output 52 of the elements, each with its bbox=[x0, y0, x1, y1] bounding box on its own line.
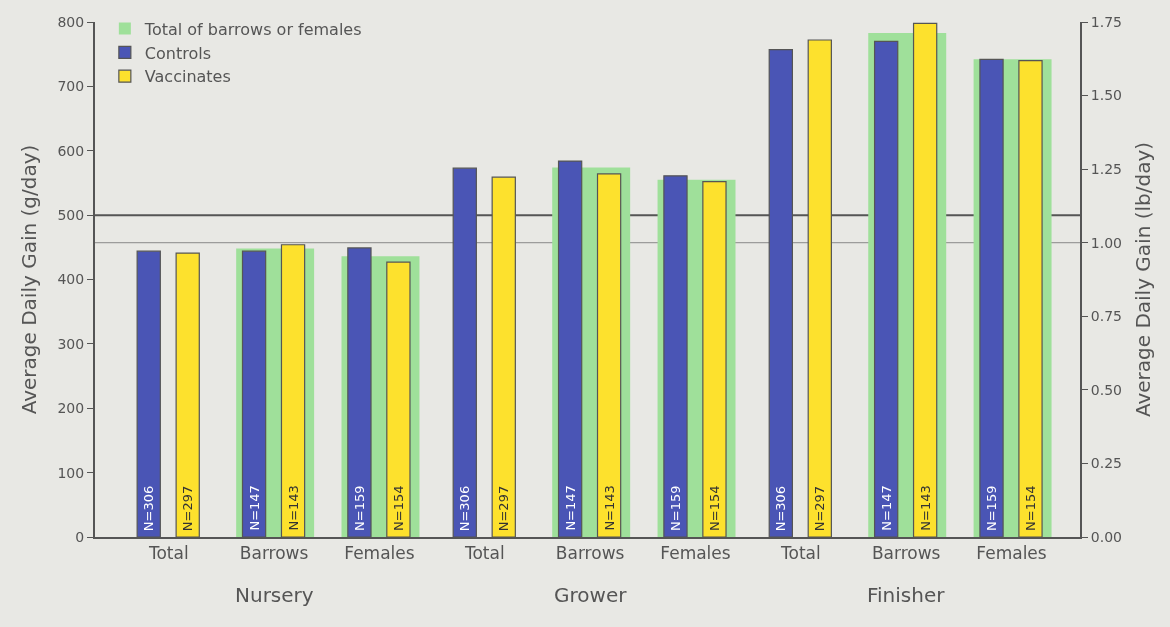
legend-label: Total of barrows or females bbox=[143, 19, 362, 39]
y2-tick-label: 0.25 bbox=[1090, 455, 1122, 472]
y-tick-label: 700 bbox=[57, 78, 85, 95]
x-tick-label: Total bbox=[147, 543, 189, 564]
annotation: N=159 bbox=[984, 485, 1000, 532]
y-tick-label: 800 bbox=[57, 13, 85, 30]
y2-tick-label: 1.00 bbox=[1090, 234, 1122, 251]
y-tick-label: 600 bbox=[57, 142, 85, 159]
annotation: N=297 bbox=[812, 485, 828, 532]
x-tick-label: Barrows bbox=[555, 543, 625, 564]
y2-tick-label: 1.25 bbox=[1090, 161, 1122, 178]
x-tick-label: Females bbox=[660, 543, 731, 564]
y-axis-title: Average Daily Gain (g/day) bbox=[17, 144, 42, 415]
text: Grower bbox=[554, 583, 628, 607]
legend-label: Controls bbox=[144, 43, 212, 63]
legend-label: Vaccinates bbox=[144, 67, 231, 87]
y2-tick-label: 1.50 bbox=[1090, 87, 1122, 104]
y-tick-label: 100 bbox=[57, 464, 85, 481]
annotation: N=154 bbox=[390, 485, 406, 531]
annotation: N=159 bbox=[351, 485, 367, 531]
annotation: N=154 bbox=[706, 485, 722, 531]
y-tick-label: 400 bbox=[57, 271, 85, 288]
x-tick-label: Total bbox=[779, 543, 821, 564]
y2-axis-title: Average Daily Gain (lb/day) bbox=[1130, 141, 1155, 418]
annotation: N=143 bbox=[285, 485, 301, 531]
y-tick-label: 0 bbox=[75, 528, 85, 545]
x-tick-label: Females bbox=[344, 543, 415, 564]
x-tick-label: Barrows bbox=[239, 543, 309, 564]
text: Finisher bbox=[867, 583, 946, 607]
annotation: N=147 bbox=[246, 485, 262, 531]
text: Nursery bbox=[235, 583, 314, 607]
y2-tick-label: 1.75 bbox=[1090, 13, 1122, 30]
annotation: N=147 bbox=[562, 485, 578, 531]
x-tick-label: Females bbox=[976, 543, 1047, 564]
y2-tick-label: 0.00 bbox=[1090, 528, 1122, 545]
x-tick-label: Total bbox=[463, 543, 505, 564]
y2-tick-label: 0.50 bbox=[1090, 381, 1122, 398]
annotation: N=306 bbox=[773, 485, 789, 532]
annotation: N=297 bbox=[496, 485, 512, 532]
annotation: N=147 bbox=[878, 485, 894, 531]
x-tick-label: Barrows bbox=[871, 543, 941, 564]
annotation: N=143 bbox=[601, 485, 617, 531]
y2-tick-label: 0.75 bbox=[1090, 308, 1122, 325]
annotation: N=154 bbox=[1022, 485, 1038, 531]
annotation: N=306 bbox=[457, 485, 473, 532]
annotation: N=159 bbox=[667, 485, 683, 531]
y-tick-label: 300 bbox=[57, 335, 85, 352]
annotation: N=143 bbox=[917, 485, 933, 531]
y-tick-label: 500 bbox=[57, 207, 85, 224]
annotation: N=306 bbox=[141, 485, 157, 532]
y-tick-label: 200 bbox=[57, 400, 85, 417]
annotation: N=297 bbox=[180, 485, 196, 532]
